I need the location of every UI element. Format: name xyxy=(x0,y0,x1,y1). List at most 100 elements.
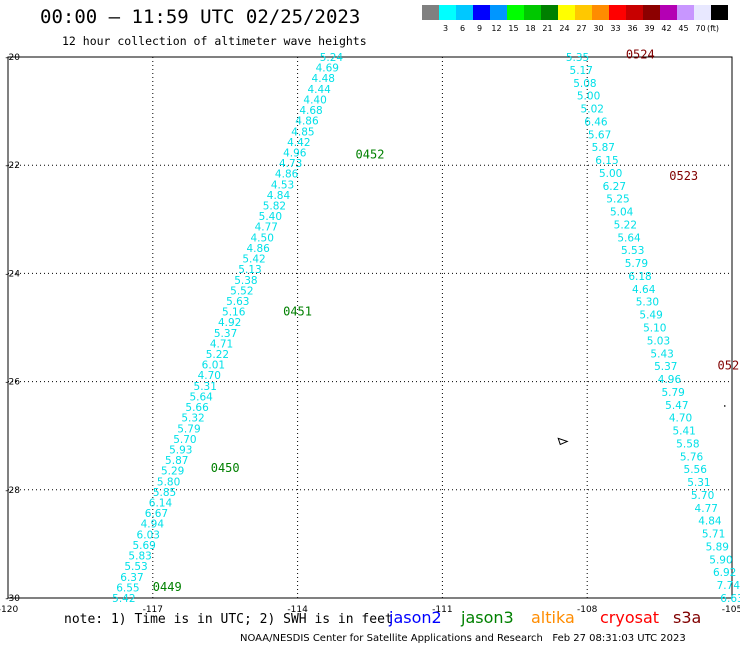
pass-time-label: 0524 xyxy=(626,47,655,61)
swh-value: 5.42 xyxy=(242,254,265,266)
pass-time-label: 0523 xyxy=(669,169,698,183)
colorbar-unit: (ft) xyxy=(707,24,720,33)
swh-value: 4.86 xyxy=(246,243,270,255)
colorbar-label: 3 xyxy=(442,24,449,33)
swh-value: 4.71 xyxy=(210,338,233,350)
swh-value: 6.55 xyxy=(116,582,139,594)
swh-value: 5.49 xyxy=(639,310,662,322)
swh-value: 5.67 xyxy=(588,129,611,141)
credit-line: NOAA/NESDIS Center for Satellite Applica… xyxy=(240,633,686,644)
colorbar-swatch xyxy=(541,5,558,20)
swh-value: 4.94 xyxy=(141,519,165,531)
island-dot xyxy=(723,405,726,407)
swh-value: 5.70 xyxy=(173,434,196,446)
colorbar-swatch xyxy=(694,5,711,20)
swh-value: 5.47 xyxy=(665,400,688,412)
swh-value: 6.15 xyxy=(595,155,618,167)
swh-value: 5.56 xyxy=(684,464,708,476)
swh-value: 5.31 xyxy=(687,477,710,489)
swh-value: 5.40 xyxy=(259,211,282,223)
swh-value: 4.70 xyxy=(198,370,221,382)
colorbar-label: 12 xyxy=(491,24,502,33)
swh-value: 5.64 xyxy=(189,391,213,403)
swh-value: 5.63 xyxy=(226,296,249,308)
swh-value: 5.70 xyxy=(691,490,714,502)
chart-subtitle: 12 hour collection of altimeter wave hei… xyxy=(62,34,367,48)
satellite-jason2: jason2 xyxy=(389,608,442,627)
swh-value: 5.89 xyxy=(706,541,729,553)
swh-value: 5.30 xyxy=(636,297,659,309)
swh-value: 5.71 xyxy=(702,529,725,541)
swh-value: 5.43 xyxy=(650,348,673,360)
swh-value: 4.48 xyxy=(312,73,335,85)
swh-value: 4.86 xyxy=(275,169,299,181)
colorbar-label: 21 xyxy=(542,24,553,33)
footer-note: note: 1) Time is in UTC; 2) SWH is in fe… xyxy=(64,612,393,627)
colorbar-swatch xyxy=(609,5,626,20)
x-tick-label: -111 xyxy=(432,605,452,615)
swh-value: 5.66 xyxy=(185,402,209,414)
colorbar-label: 42 xyxy=(661,24,672,33)
swh-value: 6.01 xyxy=(202,360,225,372)
pass-time-label: 0449 xyxy=(153,580,182,594)
swh-value: 5.76 xyxy=(680,451,704,463)
swh-value: 6.03 xyxy=(137,529,160,541)
x-tick-label: -120 xyxy=(0,605,18,615)
swh-value: 4.96 xyxy=(658,374,682,386)
swh-value: 4.84 xyxy=(698,516,722,528)
colorbar-swatch xyxy=(456,5,473,20)
swh-value: 5.22 xyxy=(206,349,229,361)
swh-value: 4.50 xyxy=(251,232,274,244)
swh-value: 5.52 xyxy=(230,285,253,297)
colorbar-label: 6 xyxy=(459,24,466,33)
swh-value: 6.37 xyxy=(120,572,143,584)
colorbar-swatch xyxy=(422,5,439,20)
swh-value: 5.24 xyxy=(320,52,344,64)
swh-value: 5.08 xyxy=(573,78,596,90)
swh-value: 5.87 xyxy=(592,142,615,154)
satellite-altika: altika xyxy=(531,608,575,627)
swh-value: 4.73 xyxy=(279,158,302,170)
swh-value: 6.18 xyxy=(628,271,651,283)
y-tick-label: -26 xyxy=(5,378,20,388)
y-tick-label: -22 xyxy=(5,161,20,171)
map-frame xyxy=(7,56,733,599)
swh-value: 5.10 xyxy=(643,323,666,335)
y-tick-label: -24 xyxy=(5,269,20,279)
x-tick-label: -108 xyxy=(577,605,598,615)
swh-value: 4.77 xyxy=(695,503,718,515)
colorbar-swatch xyxy=(575,5,592,20)
swh-value: 4.44 xyxy=(307,84,331,96)
island-outline xyxy=(557,437,569,446)
swh-value: 5.41 xyxy=(672,426,695,438)
swh-value: 4.96 xyxy=(283,147,307,159)
colorbar-swatch xyxy=(439,5,456,20)
swh-value: 5.25 xyxy=(606,194,629,206)
x-tick-label: -114 xyxy=(287,605,308,615)
swh-value: 5.58 xyxy=(676,438,699,450)
colorbar-swatch xyxy=(490,5,507,20)
swh-value: 5.32 xyxy=(181,413,204,425)
swh-value: 5.37 xyxy=(214,328,237,340)
swh-value: 5.85 xyxy=(153,487,176,499)
pass-time-label: 0452 xyxy=(356,147,385,161)
colorbar-swatch xyxy=(660,5,677,20)
swh-value: 4.53 xyxy=(271,179,294,191)
x-tick-label: -105 xyxy=(722,605,740,615)
colorbar-swatch xyxy=(711,5,728,20)
colorbar-swatch xyxy=(524,5,541,20)
colorbar-label: 18 xyxy=(525,24,536,33)
colorbar-label: 27 xyxy=(576,24,587,33)
swh-value: 5.16 xyxy=(222,307,246,319)
colorbar-swatch xyxy=(592,5,609,20)
swh-value: 5.38 xyxy=(234,275,257,287)
colorbar-swatch xyxy=(626,5,643,20)
swh-value: 6.92 xyxy=(713,567,736,579)
colorbar-label: 70 xyxy=(695,24,706,33)
swh-value: 5.79 xyxy=(177,423,200,435)
colorbar-label: 24 xyxy=(559,24,570,33)
colorbar-label: 36 xyxy=(627,24,638,33)
satellite-jason3: jason3 xyxy=(461,608,514,627)
swh-value: 5.64 xyxy=(617,232,641,244)
